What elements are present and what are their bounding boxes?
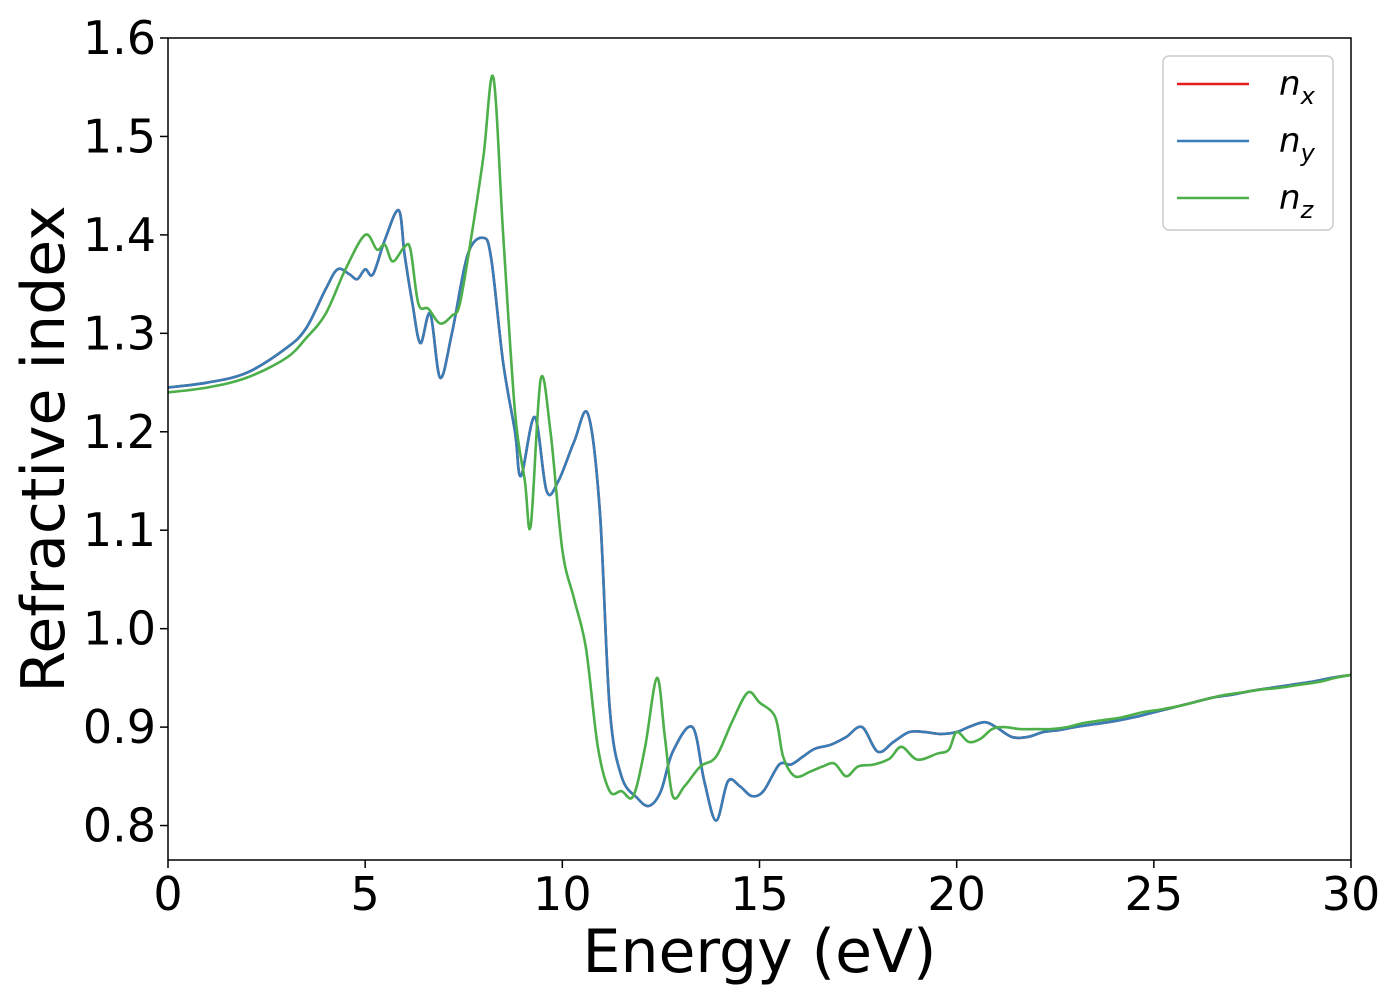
series-line-n-y (168, 208, 1351, 822)
x-tick-label: 5 (351, 867, 380, 921)
x-axis-ticks: 0 5 10 15 20 25 30 (153, 860, 1380, 921)
x-tick-label: 25 (1125, 867, 1184, 921)
legend-box (1162, 55, 1334, 231)
y-tick-label: 1.5 (83, 109, 156, 163)
y-tick-label: 1.2 (83, 405, 156, 459)
y-tick-label: 0.9 (83, 700, 156, 754)
y-tick-label: 1.3 (83, 306, 156, 360)
y-tick-label: 1.4 (83, 208, 156, 262)
legend-label-base: n (1279, 64, 1301, 104)
y-tick-label: 1.6 (83, 11, 156, 65)
legend-label-subscript: z (1300, 196, 1315, 224)
x-tick-label: 30 (1322, 867, 1381, 921)
x-tick-label: 20 (927, 867, 986, 921)
series-line-n-z (168, 74, 1351, 800)
legend-label: nz (1279, 178, 1315, 224)
y-tick-label: 1.0 (83, 602, 156, 656)
legend-label-base: n (1279, 178, 1301, 218)
x-tick-label: 15 (730, 867, 789, 921)
x-axis-title: Energy (eV) (583, 917, 937, 987)
legend-label-subscript: x (1300, 82, 1316, 110)
y-axis-ticks: 0.8 0.9 1.0 1.1 1.2 1.3 1.4 1.5 1.6 (83, 11, 168, 853)
y-tick-label: 1.1 (83, 503, 156, 557)
y-axis-title: Refractive index (9, 205, 79, 692)
legend-label-subscript: y (1300, 139, 1316, 167)
legend-label-base: n (1279, 121, 1301, 161)
legend-label: nx (1279, 64, 1316, 110)
legend-label: ny (1279, 121, 1316, 167)
series-layer (168, 74, 1351, 822)
x-tick-label: 10 (533, 867, 592, 921)
y-tick-label: 0.8 (83, 799, 156, 853)
x-tick-label: 0 (153, 867, 182, 921)
